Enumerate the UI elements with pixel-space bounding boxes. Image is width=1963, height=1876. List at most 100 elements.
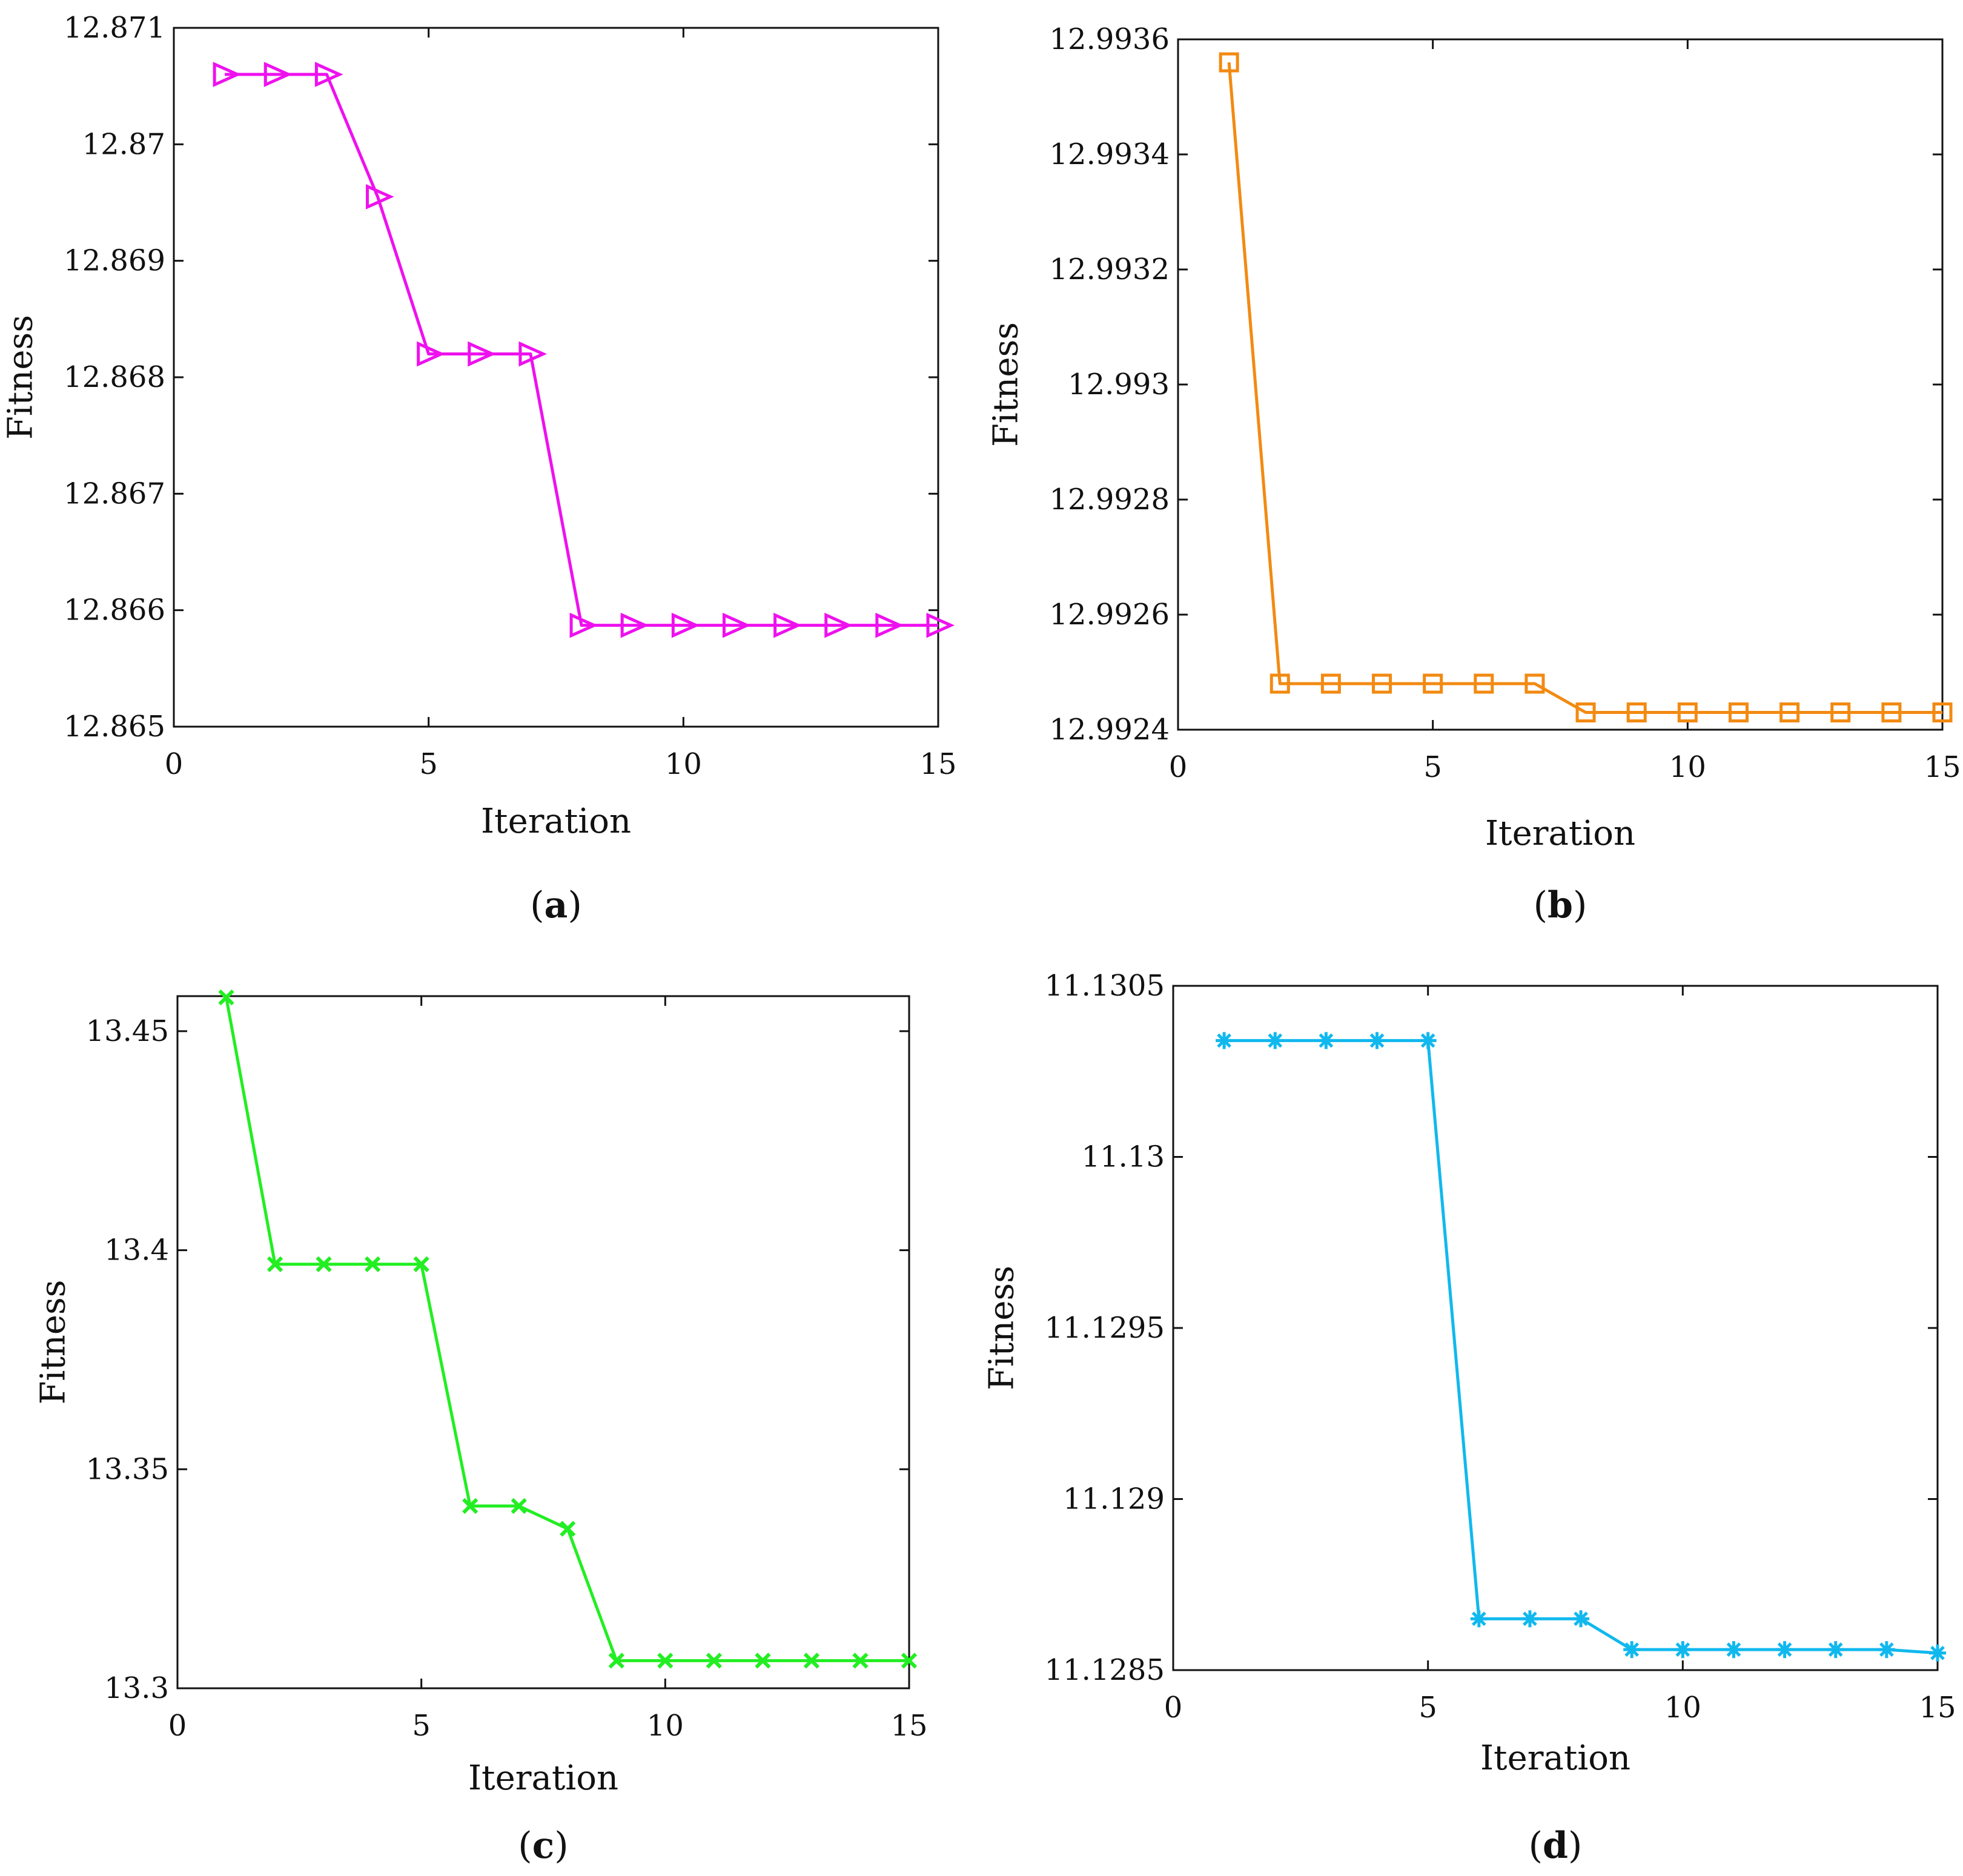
y-tick-label: 12.871: [64, 11, 165, 45]
data-point-marker: [852, 1653, 869, 1669]
data-point-marker: [722, 612, 751, 638]
y-tick-label: 13.45: [86, 1014, 169, 1048]
x-tick-label: 5: [1418, 1691, 1437, 1725]
data-point-marker: [1269, 673, 1290, 694]
x-tick-label: 10: [1669, 750, 1706, 784]
y-tick-label: 11.129: [1063, 1482, 1165, 1516]
fitness-series-line: [225, 997, 909, 1662]
x-tick-label: 15: [1924, 750, 1961, 784]
x-tick-label: 10: [1664, 1691, 1701, 1725]
data-point-marker: [657, 1653, 674, 1669]
data-point-marker: [706, 1653, 722, 1669]
data-point-marker: [1674, 1641, 1692, 1659]
y-axis-label: Fitness: [34, 1280, 73, 1405]
x-tick-label: 0: [168, 1709, 187, 1743]
data-point-marker: [1779, 702, 1800, 722]
x-tick-label: 5: [1423, 750, 1442, 784]
data-point-marker: [608, 1653, 624, 1669]
x-axis-label: Iteration: [1485, 814, 1635, 853]
data-point-marker: [1474, 673, 1494, 694]
y-tick-label: 11.1305: [1045, 969, 1165, 1003]
data-point-marker: [1932, 702, 1953, 722]
data-point-marker: [1623, 1641, 1641, 1659]
data-point-marker: [213, 62, 242, 87]
x-tick-label: 5: [419, 747, 438, 781]
data-point-marker: [1626, 702, 1647, 722]
x-tick-label: 0: [1169, 750, 1188, 784]
data-point-marker: [1423, 673, 1443, 694]
data-point-marker: [511, 1498, 527, 1514]
data-point-marker: [824, 612, 853, 638]
panel-caption-letter: a: [545, 884, 568, 926]
data-point-marker: [518, 341, 548, 367]
data-point-marker: [1929, 1644, 1946, 1662]
data-point-marker: [1368, 1032, 1386, 1049]
chart-panel-d: 0 5 10 15 11.1285 11.129 11.1295 11.13 11.1305 It…: [982, 969, 1956, 1867]
fitness-series-line: [225, 73, 938, 627]
data-point-marker: [1827, 1641, 1844, 1659]
data-point-marker: [1878, 1641, 1895, 1659]
x-tick-label: 0: [1164, 1691, 1183, 1725]
data-point-marker: [569, 612, 598, 638]
y-tick-label: 12.865: [64, 710, 165, 744]
data-point-marker: [926, 612, 955, 638]
axes-frame: [1177, 38, 1944, 731]
panel-caption: (c): [518, 1825, 568, 1867]
data-point-marker: [314, 62, 343, 87]
x-axis-label: Iteration: [468, 1759, 618, 1798]
x-tick-label: 15: [919, 747, 956, 781]
panel-caption: (b): [1534, 884, 1587, 926]
data-point-marker: [266, 1256, 283, 1272]
data-point-marker: [755, 1653, 771, 1669]
data-point-marker: [1216, 1032, 1233, 1049]
y-tick-label: 12.868: [64, 360, 165, 394]
data-point-marker: [218, 989, 234, 1006]
fitness-series-line: [1227, 62, 1942, 714]
data-point-marker: [417, 341, 445, 367]
data-point-marker: [1266, 1032, 1284, 1049]
data-point-marker: [803, 1653, 820, 1669]
data-point-marker: [316, 1256, 332, 1272]
data-point-marker: [1317, 1032, 1335, 1049]
y-tick-label: 11.1295: [1045, 1311, 1165, 1345]
chart-panel-a: 0 5 10 15 12.865 12.866 12.867 12.868 12.869 12.8…: [1, 11, 957, 926]
data-point-marker: [1881, 702, 1902, 722]
y-tick-label: 12.9926: [1050, 598, 1170, 632]
data-point-marker: [366, 184, 394, 210]
panel-caption-letter: d: [1543, 1825, 1568, 1867]
y-tick-label: 12.993: [1068, 368, 1170, 401]
data-point-marker: [901, 1653, 918, 1669]
x-tick-label: 0: [165, 747, 184, 781]
y-tick-label: 11.1285: [1045, 1653, 1165, 1687]
data-point-marker: [1521, 1610, 1538, 1628]
data-point-marker: [1219, 52, 1239, 73]
y-tick-label: 12.9928: [1050, 483, 1170, 517]
x-tick-label: 10: [665, 747, 702, 781]
data-point-marker: [413, 1256, 429, 1272]
x-axis-label: Iteration: [481, 802, 631, 841]
y-axis-label: Fitness: [987, 322, 1026, 447]
y-tick-label: 12.9934: [1050, 137, 1170, 171]
data-point-marker: [1677, 702, 1698, 722]
data-point-marker: [773, 612, 802, 638]
data-point-marker: [1728, 702, 1749, 722]
data-point-marker: [1776, 1641, 1793, 1659]
x-tick-label: 15: [1919, 1691, 1956, 1725]
axes-frame: [173, 27, 939, 728]
y-axis-label: Fitness: [982, 1266, 1022, 1390]
panel-caption-letter: c: [532, 1825, 555, 1867]
data-point-marker: [263, 62, 293, 87]
panel-caption-letter: b: [1548, 884, 1573, 926]
data-point-marker: [1830, 702, 1851, 722]
y-tick-label: 12.9924: [1050, 713, 1170, 747]
chart-panel-b: 0 5 10 15 12.9924 12.9926 12.9928 12.993 12.9932…: [987, 22, 1961, 926]
data-point-marker: [1320, 673, 1341, 694]
data-point-marker: [560, 1521, 576, 1537]
x-axis-label: Iteration: [1480, 1739, 1630, 1778]
data-point-marker: [1572, 1610, 1590, 1628]
data-point-marker: [1419, 1032, 1437, 1049]
x-tick-label: 15: [890, 1709, 927, 1743]
data-point-marker: [620, 612, 649, 638]
data-point-marker: [1524, 673, 1545, 694]
